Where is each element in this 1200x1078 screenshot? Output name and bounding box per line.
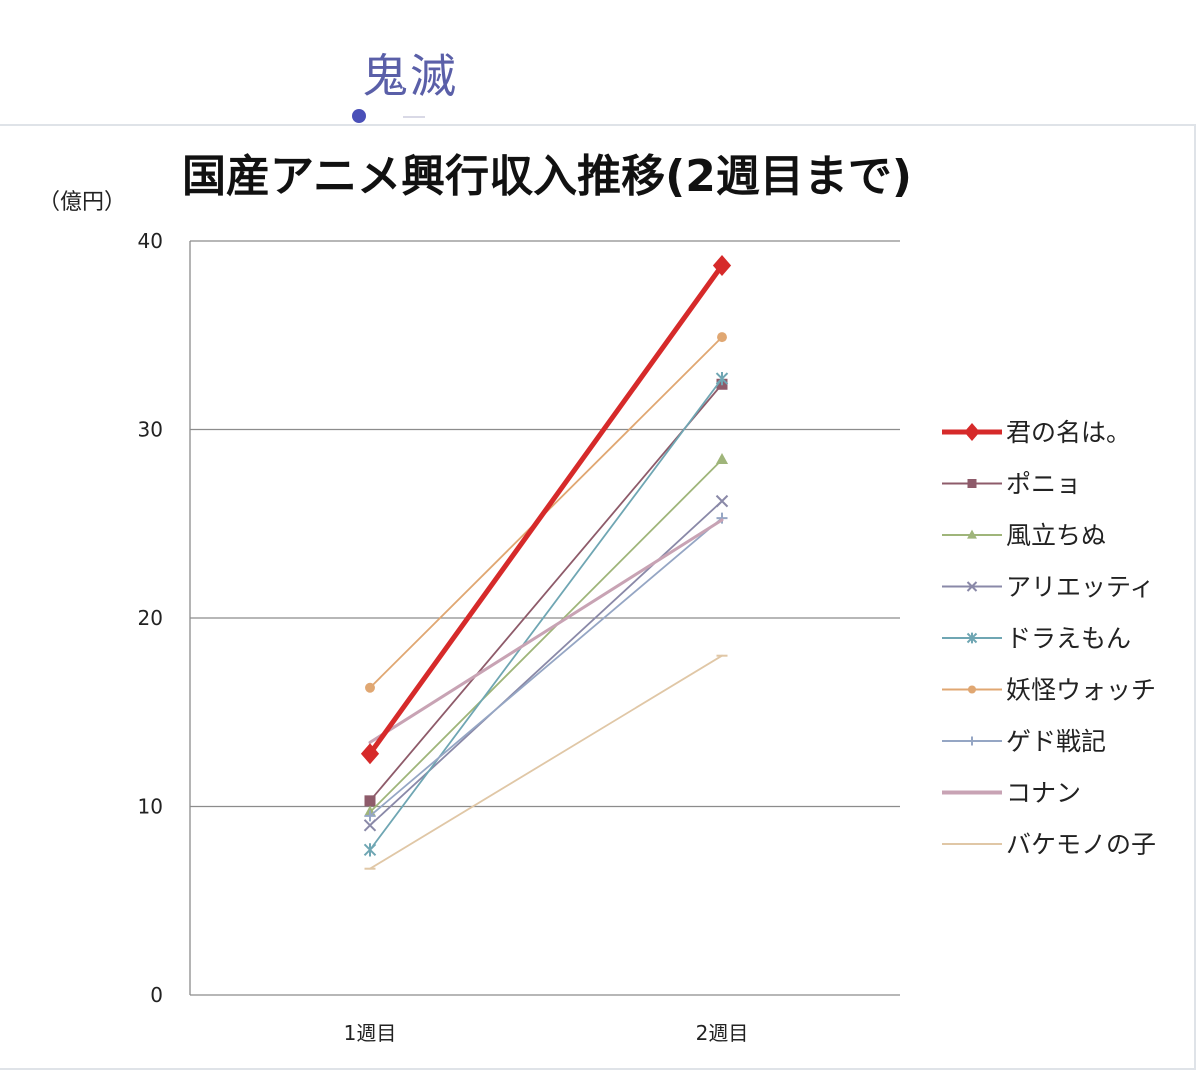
series-line-9 bbox=[369, 654, 723, 870]
legend-label-9: バケモノの子 bbox=[1006, 830, 1156, 859]
legend-label-3: 風立ちぬ bbox=[1006, 521, 1106, 550]
y-tick-40: 40 bbox=[138, 229, 163, 253]
annotation-dash bbox=[403, 116, 425, 118]
legend-marker-6 bbox=[967, 685, 977, 694]
legend-label-1: 君の名は。 bbox=[1006, 418, 1131, 447]
legend-marker-2 bbox=[967, 479, 977, 488]
data-point-6-2 bbox=[717, 332, 727, 343]
y-tick-30: 30 bbox=[138, 418, 163, 442]
chart-title: 国産アニメ興行収入推移(2週目まで) bbox=[182, 151, 912, 202]
data-point-1-2 bbox=[712, 255, 732, 277]
series-line-1 bbox=[367, 263, 725, 757]
legend-marker-4 bbox=[966, 581, 978, 592]
series-line-3 bbox=[369, 458, 723, 814]
annotation-dot bbox=[352, 109, 366, 123]
axes bbox=[189, 241, 900, 996]
x-tick-labels: 1週目 2週目 bbox=[344, 1021, 749, 1045]
legend-marker-5 bbox=[966, 632, 978, 644]
y-tick-10: 10 bbox=[138, 795, 163, 819]
y-tick-20: 20 bbox=[138, 606, 163, 630]
series-line-2 bbox=[369, 383, 723, 802]
y-tick-0: 0 bbox=[150, 983, 163, 1007]
series-line-5 bbox=[369, 377, 723, 851]
chart-frame bbox=[0, 124, 1196, 1070]
legend: 君の名は。ポニョ風立ちぬアリエッティドラえもん妖怪ウォッチゲド戦記コナンバケモノ… bbox=[942, 418, 1156, 859]
data-point-3-2 bbox=[715, 453, 729, 465]
legend-marker-3 bbox=[967, 529, 977, 539]
x-tick-1: 1週目 bbox=[344, 1021, 397, 1045]
grid-lines bbox=[190, 240, 900, 808]
legend-label-5: ドラえもん bbox=[1006, 624, 1131, 653]
data-point-5-2 bbox=[715, 372, 729, 386]
data-point-4-1 bbox=[363, 819, 377, 832]
legend-label-6: 妖怪ウォッチ bbox=[1006, 676, 1156, 705]
legend-label-7: ゲド戦記 bbox=[1006, 727, 1106, 756]
data-point-2-1 bbox=[364, 795, 376, 807]
data-point-7-1 bbox=[364, 810, 376, 822]
legend-label-8: コナン bbox=[1006, 779, 1081, 808]
x-tick-2: 2週目 bbox=[696, 1021, 749, 1045]
legend-marker-7 bbox=[967, 736, 977, 746]
series-line-4 bbox=[369, 500, 723, 827]
data-point-7-2 bbox=[716, 512, 728, 524]
series-line-7 bbox=[369, 517, 723, 817]
data-point-4-2 bbox=[715, 494, 729, 508]
data-point-6-1 bbox=[365, 682, 375, 693]
legend-label-4: アリエッティ bbox=[1006, 573, 1155, 602]
data-point-5-1 bbox=[363, 843, 377, 857]
series-lines bbox=[360, 255, 732, 870]
series-line-8 bbox=[368, 518, 724, 744]
legend-marker-1 bbox=[964, 423, 980, 441]
legend-label-2: ポニョ bbox=[1006, 470, 1081, 499]
y-tick-labels: 0 10 20 30 40 bbox=[138, 229, 163, 1007]
data-point-1-1 bbox=[360, 743, 380, 765]
annotation-text: 鬼滅 bbox=[362, 49, 458, 103]
y-axis-unit-label: （億円） bbox=[38, 190, 127, 215]
